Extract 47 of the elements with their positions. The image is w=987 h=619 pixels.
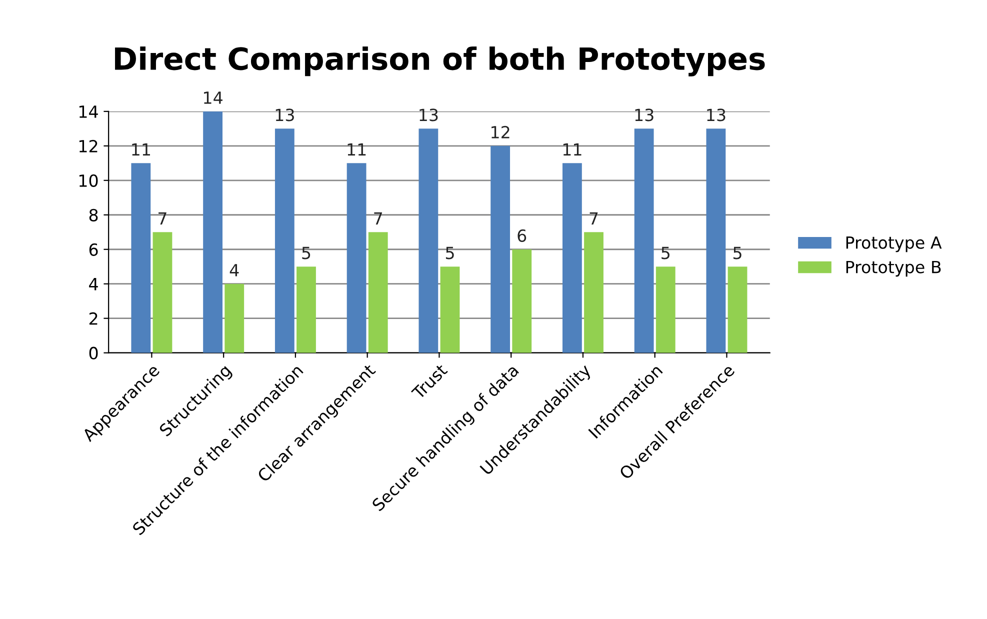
data-label: 5	[302, 246, 310, 260]
bar	[296, 266, 316, 353]
bar	[274, 128, 294, 353]
bar	[152, 232, 172, 353]
bar	[224, 284, 244, 353]
bar	[512, 249, 532, 353]
y-tick-label: 6	[89, 243, 98, 256]
data-label: 7	[590, 212, 598, 224]
chart-title: Direct Comparison of both Prototypes	[115, 46, 765, 76]
bar	[562, 163, 582, 353]
data-label: 5	[446, 246, 454, 260]
bar	[584, 232, 604, 353]
bar	[634, 128, 654, 353]
bar	[418, 128, 438, 353]
bar	[346, 163, 366, 353]
y-tick-label: 10	[79, 174, 98, 187]
y-tick-label: 8	[89, 208, 98, 222]
data-label: 7	[158, 212, 166, 224]
data-label: 5	[662, 246, 670, 260]
bar	[490, 146, 510, 353]
data-label: 7	[374, 212, 382, 224]
y-tick-label: 0	[89, 346, 98, 360]
bar	[706, 128, 726, 353]
data-label: 6	[518, 229, 526, 242]
bar	[203, 111, 222, 353]
data-label: 11	[348, 143, 366, 156]
bar	[728, 266, 748, 353]
bar	[131, 163, 151, 353]
bar	[656, 266, 676, 353]
y-tick-label: 12	[79, 140, 98, 152]
y-tick-label: 4	[89, 278, 98, 290]
data-label: 13	[420, 108, 438, 122]
data-label: 11	[563, 143, 582, 156]
bar	[440, 266, 460, 353]
y-tick-label: 2	[89, 312, 98, 325]
data-label: 13	[707, 108, 726, 122]
legend-label: Prototype A	[846, 236, 942, 252]
data-label: 13	[276, 108, 294, 122]
data-label: 5	[734, 246, 742, 260]
data-label: 14	[204, 92, 222, 104]
legend-label: Prototype B	[846, 260, 941, 277]
y-tick-label: 14	[79, 106, 98, 118]
data-label: 12	[492, 126, 510, 138]
data-label: 11	[132, 143, 150, 156]
data-label: 13	[635, 108, 654, 122]
bar	[368, 232, 388, 353]
data-label: 4	[230, 264, 239, 276]
